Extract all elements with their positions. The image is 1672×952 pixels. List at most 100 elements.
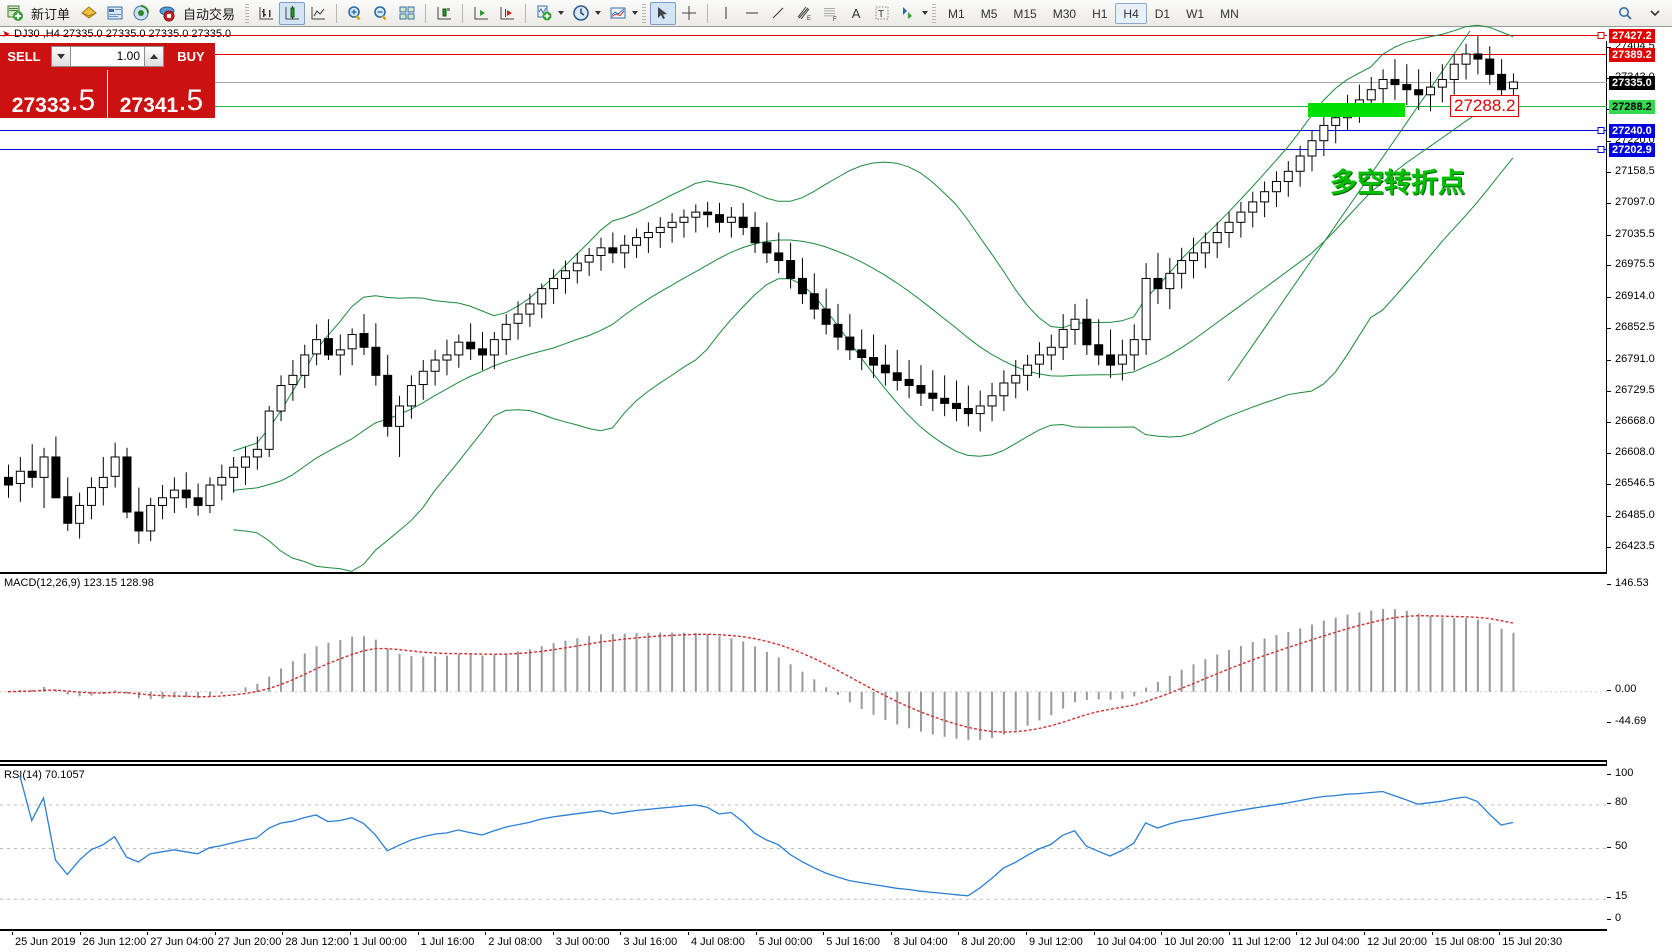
toolbar-gripper[interactable] [245, 3, 250, 23]
zoom-in-icon[interactable] [342, 2, 368, 25]
navigator-icon[interactable] [128, 2, 154, 25]
terminal-icon[interactable] [102, 2, 128, 25]
candle-body [205, 484, 215, 506]
objects-icon[interactable] [895, 2, 921, 25]
candle-body [264, 410, 274, 450]
timeframe-button-m15[interactable]: M15 [1013, 6, 1037, 21]
templates-dropdown-icon[interactable] [632, 11, 639, 15]
templates-icon[interactable] [605, 2, 631, 25]
candle-body [347, 334, 357, 350]
trendline-icon[interactable] [765, 2, 791, 25]
candle-chart-icon[interactable] [279, 1, 306, 25]
timeframe-button-h4[interactable]: H4 [1115, 2, 1147, 24]
candle-body [762, 242, 772, 254]
time-tick-label: 9 Jul 12:00 [1029, 936, 1083, 948]
time-tick-label: 10 Jul 04:00 [1096, 936, 1157, 948]
hline-icon[interactable] [739, 2, 765, 25]
candle-body [1331, 117, 1341, 126]
level-drag-handle[interactable] [1597, 127, 1605, 134]
green-rectangle-object[interactable] [1308, 103, 1405, 118]
candle-body [537, 288, 547, 305]
vline-icon[interactable] [713, 2, 739, 25]
candle-body [217, 476, 227, 486]
autotrade-label[interactable]: 自动交易 [183, 6, 236, 22]
price-tick [1607, 296, 1611, 298]
candle-body [501, 323, 511, 341]
timeframe-button-h1[interactable]: H1 [1092, 6, 1108, 21]
timeframe-button-m5[interactable]: M5 [980, 6, 998, 21]
buy-button[interactable]: BUY [167, 43, 215, 70]
price-highlight-red[interactable]: 27389.2 [1609, 48, 1655, 63]
objects-dropdown-icon[interactable] [922, 11, 929, 15]
price-highlight-blue[interactable]: 27202.9 [1609, 143, 1655, 158]
candle-body [999, 382, 1009, 397]
timeframe-button-m30[interactable]: M30 [1052, 6, 1077, 21]
sell-button[interactable]: SELL [0, 43, 48, 70]
new-order-label[interactable]: 新订单 [31, 6, 71, 22]
candle-body [4, 476, 13, 486]
time-tick [417, 932, 419, 935]
data-window-icon[interactable] [431, 2, 457, 25]
new-order-icon[interactable] [2, 2, 28, 25]
level-drag-handle[interactable] [1597, 146, 1605, 153]
candle-body [513, 313, 523, 324]
price-highlight-green[interactable]: 27288.2 [1609, 99, 1655, 114]
toolbar-overflow-icon[interactable] [1642, 2, 1668, 25]
volume-dropdown-icon[interactable] [51, 46, 71, 67]
text-icon[interactable]: A [851, 5, 861, 21]
label-icon[interactable]: T [869, 2, 895, 25]
buy-price[interactable]: 27341 .5 [108, 70, 215, 118]
toolbar-separator-5 [707, 3, 709, 23]
indicators-dropdown-icon[interactable] [558, 11, 565, 15]
magnifier-icon[interactable] [1612, 2, 1638, 25]
chart-annotation-text[interactable]: 多空转折点 [1330, 168, 1465, 199]
timeframe-button-mn[interactable]: MN [1220, 6, 1239, 21]
equidistant-channel-icon[interactable]: E [791, 2, 817, 25]
macd-indicator-panel[interactable]: MACD(12,26,9) 123.15 128.98 [0, 572, 1607, 762]
time-tick-label: 15 Jul 08:00 [1434, 936, 1495, 948]
candle-body [300, 354, 310, 376]
bar-chart-icon[interactable] [253, 2, 279, 25]
price-highlight-black[interactable]: 27335.0 [1609, 76, 1655, 91]
periods-icon[interactable] [568, 2, 594, 25]
candle-body [1011, 374, 1021, 384]
price-text-label[interactable]: 27288.2 [1450, 94, 1520, 117]
fibo-icon[interactable]: F [817, 2, 843, 25]
profile-icon[interactable] [76, 2, 102, 25]
price-tick [1607, 359, 1611, 361]
sell-price[interactable]: 27333 .5 [0, 70, 107, 118]
periods-dropdown-icon[interactable] [595, 11, 602, 15]
cursor-icon[interactable] [650, 1, 677, 25]
time-scale[interactable]: 25 Jun 2019 26 Jun 12:00 27 Jun 04:00 27 Ju… [0, 932, 1672, 952]
volume-input[interactable]: 1.00 [71, 46, 144, 67]
time-tick-label: 8 Jul 04:00 [893, 936, 948, 948]
time-tick-label: 3 Jul 00:00 [555, 936, 610, 948]
timeframe-button-m1[interactable]: M1 [948, 6, 965, 21]
price-tick [1607, 203, 1611, 205]
candle-body [691, 211, 701, 218]
rsi-indicator-panel[interactable]: RSI(14) 70.1057 [0, 764, 1607, 931]
volume-stepper-up-icon[interactable] [144, 46, 164, 67]
price-tick-label: 26485.0 [1615, 508, 1655, 521]
one-click-trading-panel[interactable]: SELL 1.00 BUY 27333 .5 27341 .5 [0, 43, 215, 118]
price-highlight-red[interactable]: 27427.2 [1609, 29, 1655, 43]
sell-price-integer: 27333 [11, 94, 71, 117]
toolbar-gripper-3[interactable] [932, 3, 937, 23]
crosshair-icon[interactable] [676, 2, 702, 25]
auto-scroll-icon[interactable] [494, 2, 520, 25]
zoom-out-icon[interactable] [368, 2, 394, 25]
price-highlight-blue[interactable]: 27240.0 [1609, 124, 1655, 139]
candle-body [1106, 354, 1116, 366]
timeframe-button-d1[interactable]: D1 [1154, 6, 1171, 21]
volume-control[interactable]: 1.00 [48, 43, 167, 70]
price-tick-label: 26608.0 [1615, 445, 1655, 458]
autotrade-icon[interactable] [154, 2, 180, 25]
level-drag-handle[interactable] [1597, 32, 1605, 39]
shift-end-icon[interactable] [468, 2, 494, 25]
timeframe-button-w1[interactable]: W1 [1186, 6, 1205, 21]
line-chart-icon[interactable] [305, 2, 331, 25]
tile-windows-icon[interactable] [394, 2, 420, 25]
price-scale[interactable]: 27404.527343.027281.527220.027158.527097… [1607, 29, 1672, 931]
toolbar-gripper-2[interactable] [642, 3, 647, 23]
indicators-icon[interactable] [531, 2, 557, 25]
